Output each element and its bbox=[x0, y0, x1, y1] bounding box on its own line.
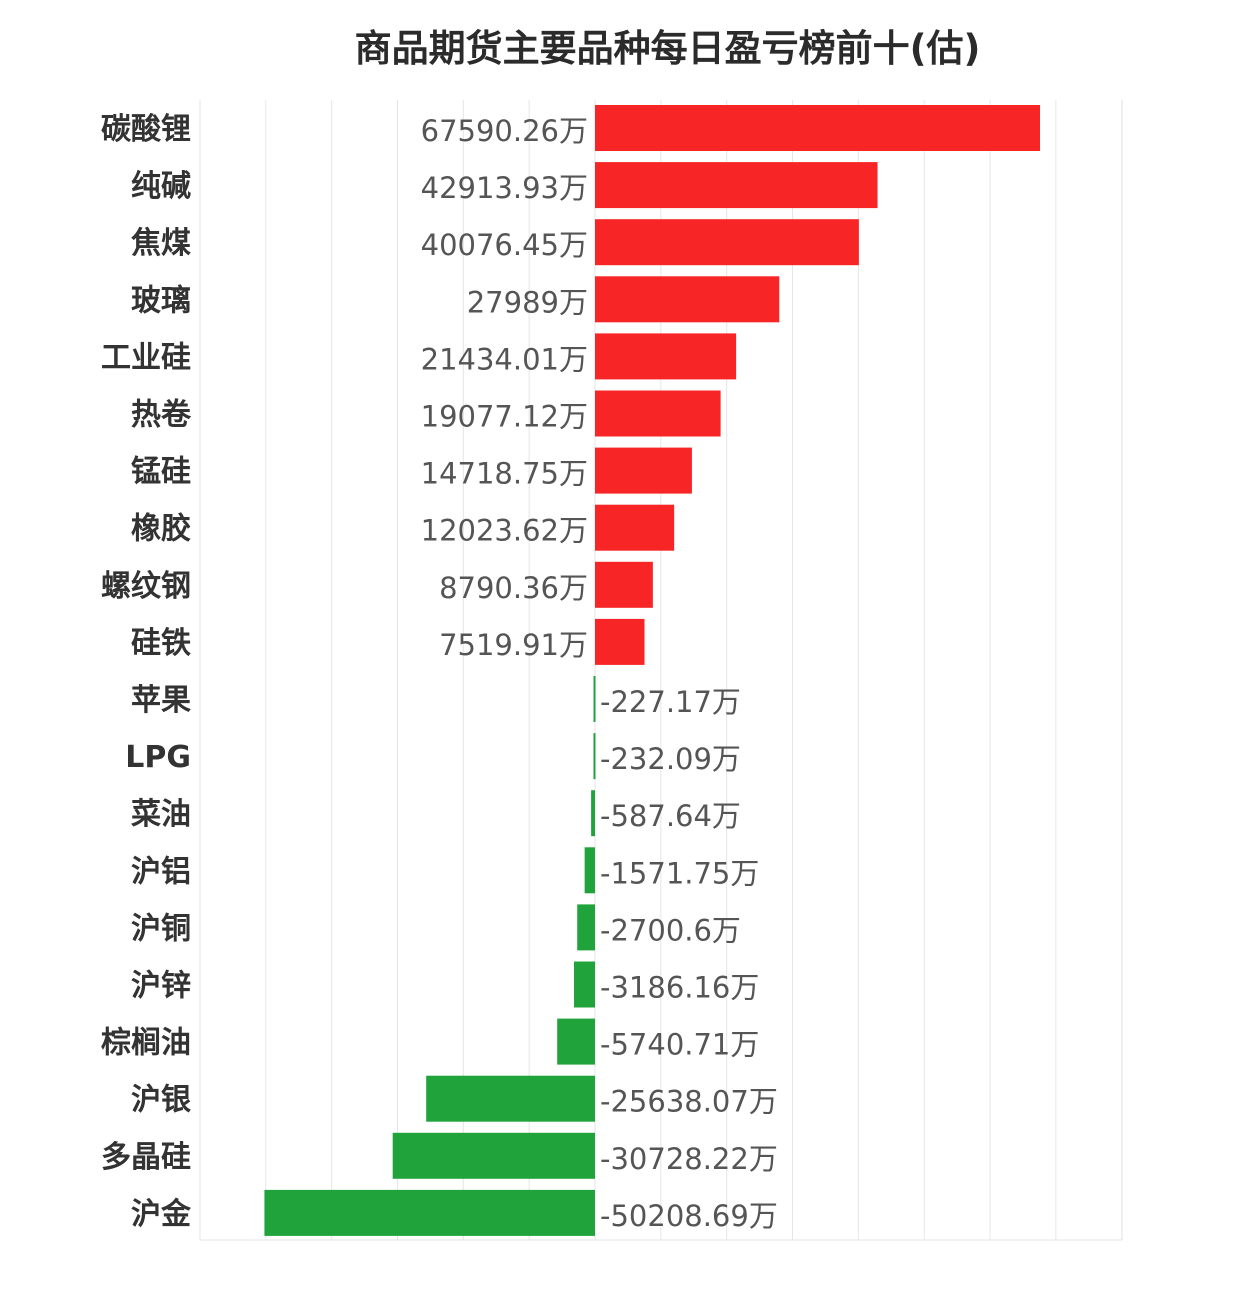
value-label: -587.64万 bbox=[600, 799, 741, 833]
category-label: 沪铜 bbox=[131, 911, 191, 946]
category-label: 沪锌 bbox=[131, 969, 191, 1004]
bar-gain bbox=[595, 105, 1041, 151]
bar-gain bbox=[595, 162, 878, 209]
value-label: 27989万 bbox=[467, 285, 588, 319]
bar-loss bbox=[593, 676, 596, 722]
category-label: 沪金 bbox=[131, 1197, 192, 1232]
value-label: -232.09万 bbox=[600, 742, 741, 776]
category-label: 玻璃 bbox=[131, 283, 191, 318]
bar-loss bbox=[593, 733, 596, 780]
value-label: -2700.6万 bbox=[600, 913, 741, 947]
bar-layer bbox=[264, 105, 1041, 1236]
bar-gain bbox=[595, 618, 645, 665]
category-label: 沪银 bbox=[131, 1083, 191, 1118]
chart-title: 商品期货主要品种每日盈亏榜前十(估) bbox=[354, 27, 981, 70]
value-label: 8790.36万 bbox=[439, 571, 588, 605]
value-label: 40076.45万 bbox=[421, 228, 588, 262]
bar-loss bbox=[574, 961, 595, 1008]
category-label: 硅铁 bbox=[131, 626, 191, 661]
bar-gain bbox=[595, 219, 859, 266]
category-label: 棕榈油 bbox=[101, 1026, 191, 1061]
value-label: 42913.93万 bbox=[421, 171, 588, 205]
value-label: 12023.62万 bbox=[421, 514, 588, 548]
value-label: 21434.01万 bbox=[421, 342, 588, 376]
category-label: 锰硅 bbox=[131, 455, 191, 490]
bar-gain bbox=[595, 447, 692, 494]
bar-gain bbox=[595, 390, 721, 437]
bar-loss bbox=[577, 904, 595, 951]
bar-loss bbox=[392, 1132, 595, 1179]
grid-layer bbox=[199, 100, 1123, 1241]
category-label: 碳酸锂 bbox=[101, 112, 191, 147]
category-label: 沪铝 bbox=[131, 854, 191, 889]
category-label: 纯碱 bbox=[131, 169, 191, 204]
bar-loss bbox=[557, 1018, 595, 1065]
category-label: 螺纹钢 bbox=[101, 569, 191, 604]
value-label: -3186.16万 bbox=[600, 971, 759, 1005]
category-label: 多晶硅 bbox=[101, 1140, 191, 1175]
value-label: 67590.26万 bbox=[421, 114, 588, 148]
value-label: -227.17万 bbox=[600, 685, 741, 719]
bar-gain bbox=[595, 333, 737, 380]
value-label: -30728.22万 bbox=[600, 1142, 778, 1176]
bar-loss bbox=[264, 1189, 595, 1236]
bar-loss bbox=[591, 790, 595, 837]
bar-loss bbox=[426, 1075, 595, 1122]
category-label: LPG bbox=[125, 740, 191, 775]
value-label: -1571.75万 bbox=[600, 856, 759, 890]
value-label: -50208.69万 bbox=[600, 1199, 778, 1233]
category-label: 工业硅 bbox=[101, 340, 191, 375]
value-label: -25638.07万 bbox=[600, 1085, 778, 1119]
bar-gain bbox=[595, 276, 780, 323]
value-label: 7519.91万 bbox=[439, 628, 588, 662]
category-label: 苹果 bbox=[131, 683, 191, 718]
value-label: 19077.12万 bbox=[421, 400, 588, 434]
value-label: 14718.75万 bbox=[421, 457, 588, 491]
category-label: 热卷 bbox=[131, 398, 192, 433]
category-label: 菜油 bbox=[131, 797, 191, 832]
bar-gain bbox=[595, 561, 653, 608]
value-label: -5740.71万 bbox=[600, 1028, 759, 1062]
bar-loss bbox=[584, 847, 595, 894]
category-label: 橡胶 bbox=[131, 512, 191, 547]
category-label: 焦煤 bbox=[131, 226, 191, 261]
bar-gain bbox=[595, 504, 675, 551]
